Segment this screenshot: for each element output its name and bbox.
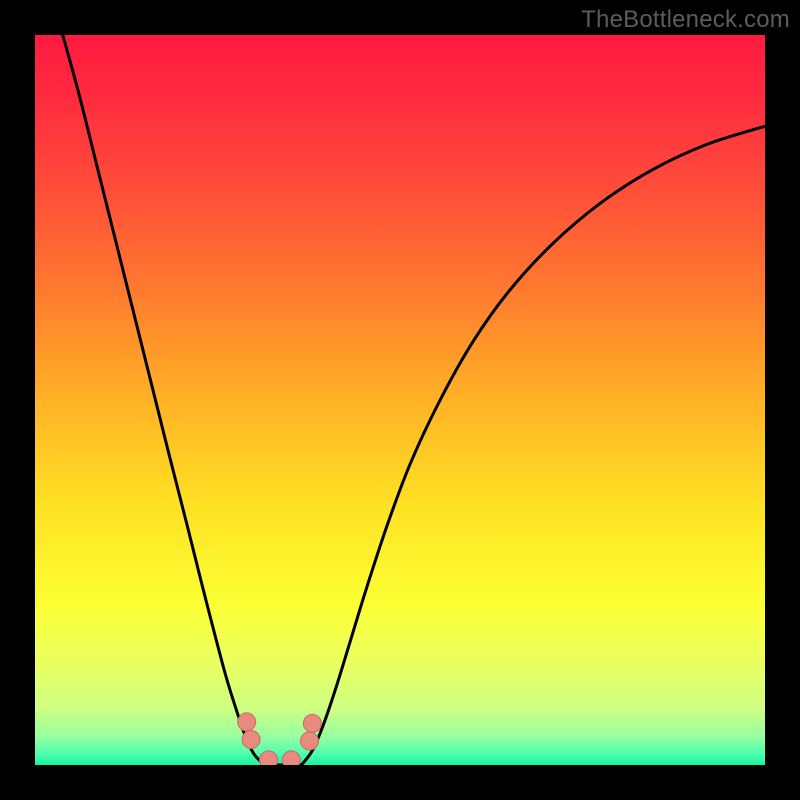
marker-dot	[303, 714, 321, 732]
marker-dot	[300, 732, 318, 750]
marker-dot	[260, 751, 278, 765]
watermark-label: TheBottleneck.com	[581, 6, 790, 34]
marker-dot	[242, 730, 260, 748]
gradient-background	[35, 35, 765, 765]
chart-frame: TheBottleneck.com	[0, 0, 800, 800]
marker-dot	[282, 751, 300, 765]
marker-dot	[238, 713, 256, 731]
bottleneck-chart	[35, 35, 765, 765]
